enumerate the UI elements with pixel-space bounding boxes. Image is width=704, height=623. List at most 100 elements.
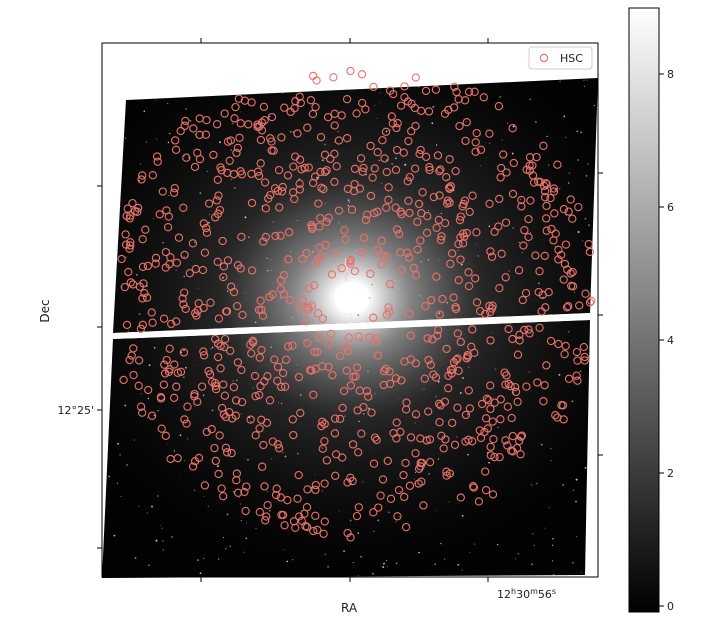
hsc-marker [496,173,505,182]
background-star [547,164,550,166]
background-star [528,371,531,374]
background-star [568,182,570,184]
hsc-marker [202,228,212,237]
hsc-marker [404,196,413,205]
background-star [280,402,283,404]
background-star [584,85,586,87]
hsc-marker [251,431,260,440]
background-star [219,141,221,144]
hsc-marker [266,134,275,143]
background-star [349,519,352,522]
hsc-marker [560,350,569,359]
hsc-marker [546,193,555,203]
hsc-marker [295,303,304,313]
hsc-marker [275,444,284,453]
hsc-marker [386,494,396,503]
hsc-marker [257,415,266,424]
background-star [381,182,383,184]
hsc-marker [120,282,129,292]
hsc-marker [289,162,298,171]
background-star [456,436,458,438]
hsc-marker [490,227,499,236]
background-star [321,447,323,449]
hsc-marker [320,419,329,429]
hsc-marker [199,303,208,313]
sky-image [102,78,598,578]
background-star [535,121,537,123]
hsc-marker [295,179,304,188]
hsc-marker [285,295,295,305]
background-star [230,178,233,181]
background-star [152,218,154,220]
background-star [376,117,378,119]
hsc-marker [456,493,465,502]
background-star [337,130,339,133]
background-star [318,360,320,362]
background-star [488,142,491,144]
background-star [297,220,299,222]
hsc-marker [214,469,223,479]
hsc-marker [117,254,126,264]
hsc-marker [460,96,470,105]
background-star [431,122,434,125]
background-star [435,395,437,398]
background-star [255,527,257,529]
hsc-marker [444,105,453,115]
background-star [575,478,578,481]
hsc-marker [259,440,268,450]
hsc-marker [261,516,270,525]
background-star [434,225,437,228]
hsc-marker [133,203,143,213]
hsc-marker [429,370,438,379]
hsc-marker [373,245,382,255]
hsc-marker [124,267,133,277]
hsc-marker [221,443,231,452]
background-star [404,313,405,315]
hsc-marker [202,223,211,233]
hsc-marker [293,494,302,503]
hsc-marker [335,414,345,424]
hsc-marker [199,219,208,228]
hsc-marker [421,301,430,311]
background-star [231,122,234,125]
legend-box [528,46,593,70]
hsc-marker [233,488,243,497]
background-star [554,245,556,247]
hsc-marker [535,323,544,332]
background-star [247,459,249,461]
hsc-marker [488,417,497,426]
hsc-marker [151,259,160,268]
hsc-marker [220,342,229,352]
hsc-marker [273,362,283,372]
hsc-marker [468,437,477,446]
hsc-marker [416,434,425,443]
hsc-marker [448,365,457,374]
hsc-marker [136,402,146,411]
background-star [266,257,268,260]
hsc-marker [415,149,424,159]
hsc-marker [364,392,373,401]
background-star [169,132,171,135]
hsc-marker [435,310,444,319]
background-star [324,143,327,146]
hsc-marker [471,138,480,147]
background-star [548,507,550,509]
hsc-marker [316,167,325,177]
hsc-marker [520,226,529,235]
hsc-marker [385,86,395,95]
hsc-marker [237,232,246,242]
hsc-marker [392,225,402,234]
background-star [457,563,460,566]
hsc-marker [210,443,219,453]
hsc-marker [313,309,323,318]
background-star [410,367,413,370]
hsc-marker [248,338,258,347]
hsc-marker [401,458,410,468]
hsc-marker [580,352,589,362]
background-star [199,572,202,575]
hsc-marker [314,333,324,342]
hsc-marker [566,195,575,204]
hsc-marker [524,214,533,224]
hsc-marker [275,203,284,212]
background-star [459,392,462,394]
